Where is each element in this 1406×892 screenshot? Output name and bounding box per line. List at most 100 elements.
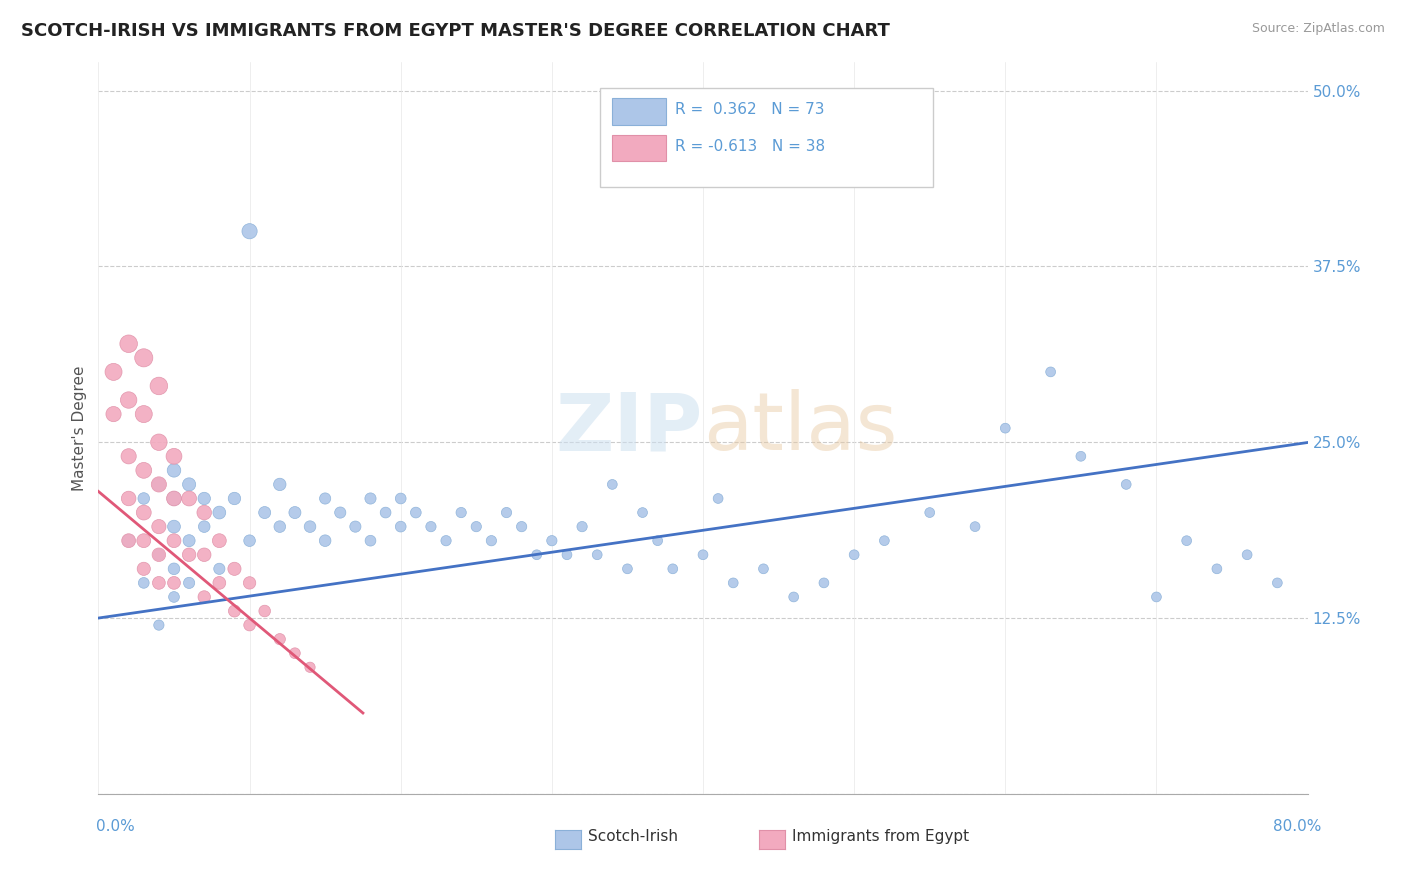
Point bbox=[1175, 533, 1198, 548]
Point bbox=[163, 575, 186, 590]
Point bbox=[148, 548, 170, 562]
Point bbox=[239, 575, 262, 590]
Point bbox=[1267, 575, 1289, 590]
Point bbox=[163, 533, 186, 548]
Point bbox=[844, 548, 866, 562]
Point bbox=[360, 491, 382, 506]
Point bbox=[602, 477, 624, 491]
Point bbox=[163, 590, 186, 604]
Point bbox=[179, 548, 201, 562]
Point bbox=[163, 562, 186, 576]
Point bbox=[314, 491, 336, 506]
Point bbox=[661, 562, 683, 576]
Point bbox=[465, 519, 488, 533]
Point bbox=[163, 491, 186, 506]
Point bbox=[148, 477, 170, 491]
Point bbox=[163, 491, 186, 506]
Point bbox=[752, 562, 775, 576]
Point bbox=[1144, 590, 1167, 604]
Point bbox=[118, 336, 141, 351]
Point bbox=[163, 463, 186, 477]
Point bbox=[405, 506, 427, 520]
Point bbox=[1039, 365, 1062, 379]
Point bbox=[586, 548, 609, 562]
Point bbox=[208, 533, 231, 548]
Point bbox=[813, 575, 835, 590]
Point bbox=[132, 491, 155, 506]
Text: R =  0.362   N = 73: R = 0.362 N = 73 bbox=[675, 103, 825, 118]
Point bbox=[103, 407, 125, 421]
Point bbox=[284, 506, 307, 520]
Point bbox=[360, 533, 382, 548]
Point bbox=[132, 575, 155, 590]
Point bbox=[918, 506, 941, 520]
Point bbox=[163, 519, 186, 533]
Point bbox=[118, 533, 141, 548]
Point bbox=[239, 618, 262, 632]
Point bbox=[148, 618, 170, 632]
Point bbox=[450, 506, 472, 520]
Point bbox=[253, 604, 276, 618]
Point bbox=[118, 491, 141, 506]
Point bbox=[1115, 477, 1137, 491]
FancyBboxPatch shape bbox=[613, 98, 665, 125]
Point bbox=[329, 506, 352, 520]
Point bbox=[540, 533, 562, 548]
Point bbox=[179, 477, 201, 491]
Text: Scotch-Irish: Scotch-Irish bbox=[588, 829, 678, 844]
Point bbox=[374, 506, 396, 520]
Point bbox=[873, 533, 896, 548]
Text: ZIP: ZIP bbox=[555, 389, 703, 467]
Point bbox=[1206, 562, 1229, 576]
Point bbox=[269, 519, 291, 533]
Point bbox=[284, 646, 307, 660]
Point bbox=[389, 491, 412, 506]
Point bbox=[481, 533, 503, 548]
Point bbox=[631, 506, 654, 520]
Point bbox=[224, 604, 246, 618]
Point bbox=[994, 421, 1017, 435]
Point bbox=[616, 562, 638, 576]
Point bbox=[148, 435, 170, 450]
Point bbox=[434, 533, 457, 548]
Text: 80.0%: 80.0% bbox=[1274, 819, 1322, 834]
Point bbox=[1236, 548, 1258, 562]
Point bbox=[193, 491, 215, 506]
Point bbox=[239, 533, 262, 548]
Point bbox=[118, 533, 141, 548]
Point bbox=[555, 548, 578, 562]
Point bbox=[193, 590, 215, 604]
Point bbox=[132, 351, 155, 365]
Text: SCOTCH-IRISH VS IMMIGRANTS FROM EGYPT MASTER'S DEGREE CORRELATION CHART: SCOTCH-IRISH VS IMMIGRANTS FROM EGYPT MA… bbox=[21, 22, 890, 40]
Text: 0.0%: 0.0% bbox=[96, 819, 135, 834]
Point bbox=[253, 506, 276, 520]
Point bbox=[299, 660, 322, 674]
Point bbox=[208, 506, 231, 520]
Point bbox=[269, 632, 291, 647]
Point bbox=[344, 519, 367, 533]
Point bbox=[193, 506, 215, 520]
Point bbox=[692, 548, 714, 562]
Point bbox=[510, 519, 533, 533]
Point bbox=[707, 491, 730, 506]
Point bbox=[193, 548, 215, 562]
Point bbox=[193, 519, 215, 533]
Point bbox=[163, 450, 186, 464]
Point bbox=[389, 519, 412, 533]
Point bbox=[118, 392, 141, 407]
Point bbox=[208, 562, 231, 576]
Point bbox=[495, 506, 517, 520]
Point bbox=[208, 575, 231, 590]
Point bbox=[132, 562, 155, 576]
Point bbox=[148, 575, 170, 590]
Point bbox=[148, 379, 170, 393]
Point bbox=[224, 491, 246, 506]
Point bbox=[179, 533, 201, 548]
Point bbox=[965, 519, 987, 533]
Text: Immigrants from Egypt: Immigrants from Egypt bbox=[792, 829, 969, 844]
Point bbox=[148, 548, 170, 562]
FancyBboxPatch shape bbox=[613, 135, 665, 161]
FancyBboxPatch shape bbox=[600, 88, 932, 186]
Text: atlas: atlas bbox=[703, 389, 897, 467]
Point bbox=[148, 519, 170, 533]
